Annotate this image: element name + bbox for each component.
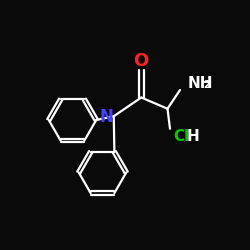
Text: H: H <box>186 129 199 144</box>
Text: NH: NH <box>188 76 213 91</box>
Text: Cl: Cl <box>174 129 190 144</box>
Text: O: O <box>134 52 149 70</box>
Text: 2: 2 <box>204 80 210 90</box>
Text: N: N <box>99 108 113 126</box>
